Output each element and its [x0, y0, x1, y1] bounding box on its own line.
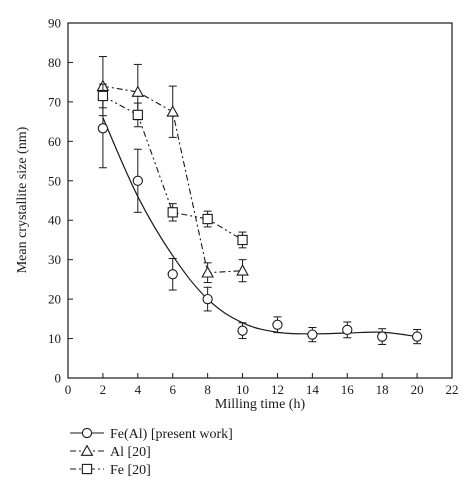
series-0-fit-curve [102, 117, 418, 338]
plot-area: 0 2 4 6 8 10 12 14 16 18 20 22 0 10 20 30 40 50 60 70 80 90 [48, 16, 459, 398]
x-tick-label-2: 2 [100, 382, 107, 397]
y-tick-label-70: 70 [48, 94, 61, 109]
series-0-point-0 [97, 123, 109, 134]
series-2-point-3 [202, 213, 213, 225]
series-1-point-4 [236, 264, 249, 276]
series-2-point-2 [167, 207, 178, 218]
x-tick-label-10: 10 [236, 382, 249, 397]
series-0-point-8 [377, 331, 388, 342]
series-1-point-2 [166, 105, 180, 117]
legend-marker-0 [81, 427, 93, 439]
legend-entry-1: Al [20] [70, 444, 151, 460]
legend-entry-0: Fe(Al) [present work] [70, 427, 233, 442]
legend-label-1: Al [20] [110, 445, 151, 460]
series-2 [97, 83, 248, 249]
legend-marker-1 [80, 444, 94, 456]
series-2-point-1 [132, 109, 143, 121]
series-0 [97, 88, 423, 345]
y-tick-label-90: 90 [48, 16, 61, 31]
x-axis-label: Milling time (h) [215, 397, 306, 412]
series-2-point-4 [237, 234, 248, 246]
y-tick-label-20: 20 [48, 292, 61, 307]
series-1-point-1 [131, 85, 145, 97]
x-tick-label-14: 14 [306, 382, 320, 397]
legend-entry-2: Fe [20] [70, 463, 151, 478]
x-tick-label-18: 18 [376, 382, 389, 397]
x-tick-label-20: 20 [411, 382, 424, 397]
series-0-point-2 [167, 269, 178, 280]
legend-marker-2 [81, 463, 93, 475]
series-0-point-9 [411, 331, 423, 342]
x-tick-label-8: 8 [204, 382, 211, 397]
y-tick-label-40: 40 [48, 213, 61, 228]
x-tick-label-4: 4 [135, 382, 142, 397]
y-tick-label-0: 0 [55, 371, 62, 386]
x-tick-label-0: 0 [65, 382, 72, 397]
plot-frame [67, 22, 453, 379]
legend-label-0: Fe(Al) [present work] [110, 427, 233, 442]
y-axis-label: Mean crystallite size (nm) [15, 126, 30, 273]
legend: Fe(Al) [present work] Al [20] Fe [20] [70, 427, 233, 478]
series-0-point-6 [307, 329, 318, 340]
series-0-point-5 [272, 319, 283, 330]
series-0-point-3 [202, 293, 213, 305]
y-tick-label-60: 60 [48, 134, 61, 149]
series-1-point-3 [201, 266, 214, 278]
y-tick-label-80: 80 [48, 55, 61, 70]
series-0-point-7 [342, 324, 353, 336]
legend-label-2: Fe [20] [110, 463, 151, 478]
y-tick-label-50: 50 [48, 173, 61, 188]
x-tick-label-6: 6 [169, 382, 176, 397]
series-0-point-1 [132, 175, 143, 186]
y-tick-label-30: 30 [48, 252, 61, 267]
x-tick-label-22: 22 [446, 382, 459, 397]
series-0-point-4 [237, 325, 248, 336]
y-tick-label-10: 10 [48, 331, 61, 346]
x-tick-label-16: 16 [341, 382, 355, 397]
series-2-point-0 [97, 90, 109, 102]
series-1 [96, 56, 249, 284]
x-tick-label-12: 12 [271, 382, 284, 397]
